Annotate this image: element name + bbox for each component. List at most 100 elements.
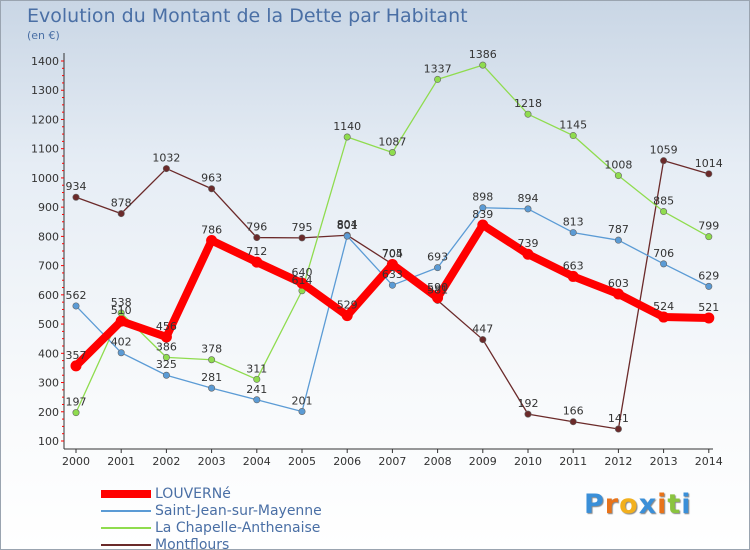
data-point <box>162 353 170 361</box>
data-label: 529 <box>337 299 358 312</box>
x-tick-label: 2012 <box>604 455 632 468</box>
data-label: 1386 <box>469 48 497 61</box>
data-point <box>522 248 534 260</box>
x-tick-label: 2007 <box>378 455 406 468</box>
data-point <box>524 205 532 213</box>
y-tick-label: 900 <box>38 201 59 214</box>
data-point <box>253 234 261 242</box>
y-tick-label: 200 <box>38 406 59 419</box>
data-point <box>434 75 442 83</box>
data-label: 1014 <box>695 157 723 170</box>
legend-item: Montflours <box>101 536 322 550</box>
data-label: 795 <box>292 221 313 234</box>
data-point <box>703 312 715 324</box>
data-label: 1032 <box>152 152 180 165</box>
data-point <box>705 170 713 178</box>
legend-label: LOUVERNé <box>155 485 231 502</box>
data-label: 693 <box>427 251 448 264</box>
data-label: 1337 <box>424 62 452 75</box>
legend-item: LOUVERNé <box>101 485 322 502</box>
data-point <box>567 270 579 282</box>
x-tick-label: 2013 <box>650 455 678 468</box>
data-label: 538 <box>111 296 132 309</box>
data-point <box>162 165 170 173</box>
data-label: 402 <box>111 336 132 349</box>
data-label: 456 <box>156 320 177 333</box>
data-point <box>343 133 351 141</box>
x-tick-label: 2006 <box>333 455 361 468</box>
y-tick-label: 800 <box>38 230 59 243</box>
data-label: 787 <box>608 223 629 236</box>
y-tick-label: 1400 <box>31 55 59 68</box>
proxiti-logo: Proxiti <box>584 489 692 520</box>
data-point <box>117 210 125 218</box>
data-point <box>160 331 172 343</box>
data-label: 813 <box>563 216 584 229</box>
data-point <box>612 288 624 300</box>
data-label: 521 <box>698 301 719 314</box>
data-label: 1059 <box>650 144 678 157</box>
data-point <box>705 233 713 241</box>
data-point <box>253 375 261 383</box>
data-label: 705 <box>382 247 403 260</box>
data-label: 1008 <box>604 159 632 172</box>
data-point <box>115 315 127 327</box>
data-point <box>253 396 261 404</box>
data-label: 603 <box>608 277 629 290</box>
data-point <box>479 61 487 69</box>
data-label: 786 <box>201 223 222 236</box>
data-label: 241 <box>246 383 267 396</box>
data-label: 963 <box>201 172 222 185</box>
x-tick-label: 2004 <box>243 455 271 468</box>
line-chart: 100 200 300 400 500 600 700 800 900 1000 1100 1200 1… <box>31 48 723 468</box>
data-label: 581 <box>427 283 448 296</box>
data-label: 839 <box>472 208 493 221</box>
data-point <box>298 407 306 415</box>
x-tick-label: 2003 <box>198 455 226 468</box>
legend-label: Montflours <box>155 536 230 550</box>
data-point <box>432 292 444 304</box>
data-label: 510 <box>111 304 132 317</box>
legend-swatch <box>101 489 151 498</box>
x-tick-label: 2000 <box>62 455 90 468</box>
data-label: 1218 <box>514 97 542 110</box>
data-label: 166 <box>563 405 584 418</box>
data-label: 192 <box>518 397 539 410</box>
data-point <box>386 258 398 270</box>
data-point <box>206 234 218 246</box>
legend-item: Saint-Jean-sur-Mayenne <box>101 502 322 519</box>
data-label: 640 <box>292 266 313 279</box>
data-label: 562 <box>66 289 87 302</box>
legend-swatch <box>101 509 151 512</box>
data-point <box>208 356 216 364</box>
data-label: 739 <box>518 237 539 250</box>
x-tick-label: 2008 <box>424 455 452 468</box>
x-tick-label: 2011 <box>559 455 587 468</box>
data-label: 1145 <box>559 119 587 132</box>
data-point <box>296 277 308 289</box>
y-tick-label: 1300 <box>31 84 59 97</box>
y-tick-label: 1000 <box>31 172 59 185</box>
data-point <box>569 418 577 426</box>
data-label: 281 <box>201 371 222 384</box>
data-label: 633 <box>382 268 403 281</box>
data-label: 801 <box>337 219 358 232</box>
x-tick-label: 2001 <box>107 455 135 468</box>
data-point <box>251 256 263 268</box>
data-label: 804 <box>337 218 358 231</box>
data-label: 894 <box>518 192 539 205</box>
chart-title: Evolution du Montant de la Dette par Hab… <box>27 5 468 27</box>
y-tick-label: 1200 <box>31 113 59 126</box>
x-tick-label: 2005 <box>288 455 316 468</box>
data-point <box>343 232 351 240</box>
data-point <box>117 349 125 357</box>
x-tick-label: 2009 <box>469 455 497 468</box>
data-label: 311 <box>246 362 267 375</box>
y-tick-label: 600 <box>38 289 59 302</box>
legend-swatch <box>101 526 151 529</box>
legend-label: Saint-Jean-sur-Mayenne <box>155 502 322 519</box>
data-point <box>162 371 170 379</box>
y-tick-label: 400 <box>38 347 59 360</box>
data-point <box>208 384 216 392</box>
